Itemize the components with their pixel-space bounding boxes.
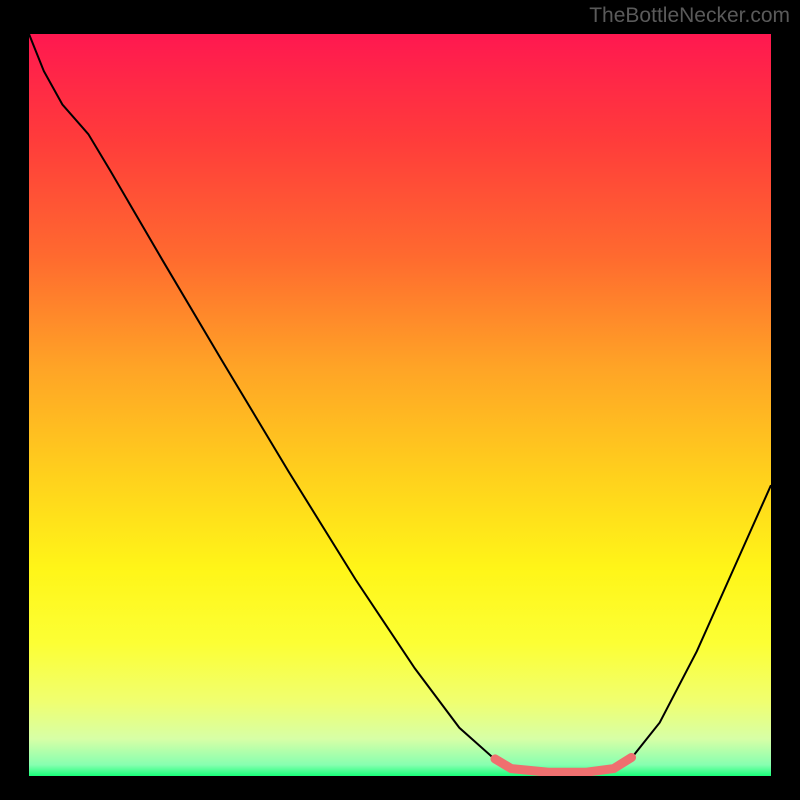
chart-svg (29, 34, 771, 776)
chart-plot-area (29, 34, 771, 776)
gradient-background (29, 34, 771, 776)
watermark: TheBottleNecker.com (589, 4, 790, 28)
